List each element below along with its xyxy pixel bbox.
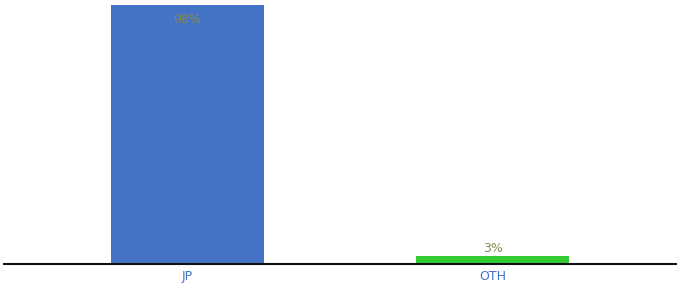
Bar xyxy=(416,256,569,264)
Text: 3%: 3% xyxy=(483,242,503,255)
Bar xyxy=(111,5,264,264)
Text: 98%: 98% xyxy=(173,13,201,26)
